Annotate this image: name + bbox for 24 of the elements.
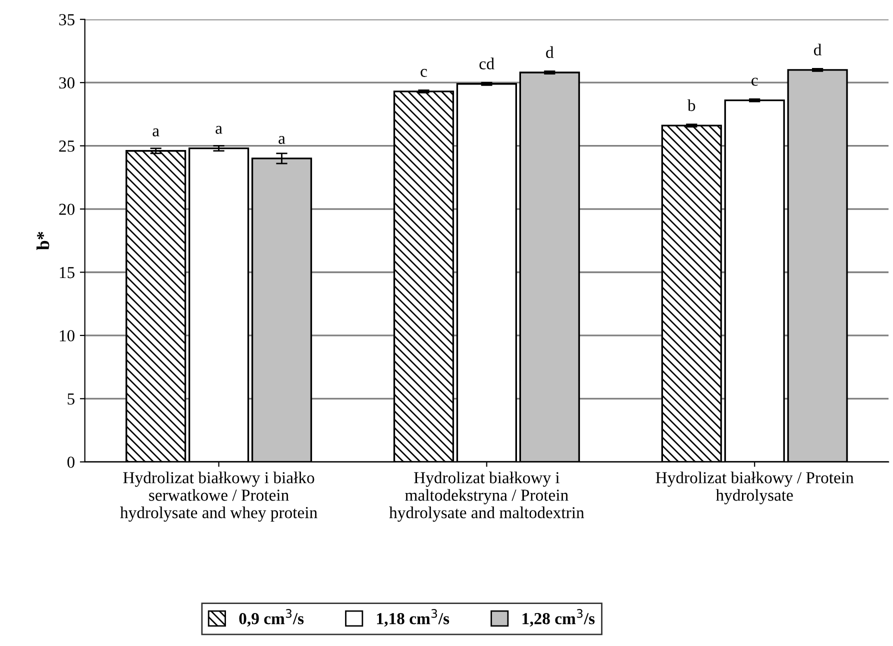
- y-tick-label: 10: [60, 330, 74, 342]
- y-tick-label: 0: [67, 456, 74, 468]
- legend-label: 0,9 cm$^{3}$/s: [239, 609, 304, 627]
- x-tick-label: Hydrolizat białkowy i maltodekstryna / Protein hydrolysate and maltodextrin: [389, 472, 584, 522]
- y-tick-label: 15: [60, 267, 74, 278]
- x-tick-label: Hydrolizat białkowy i białko serwatkowe / Protein hydrolysate and whey protein: [120, 472, 318, 522]
- data-label: d: [814, 44, 822, 56]
- y-tick-label: 35: [59, 14, 74, 26]
- y-axis-title: b*: [36, 232, 50, 250]
- data-label: c: [752, 78, 758, 86]
- data-label: c: [420, 68, 427, 77]
- y-tick-label: 30: [59, 77, 74, 89]
- data-label: d: [546, 46, 554, 58]
- y-tick-label: 20: [59, 204, 74, 215]
- data-label: cd: [479, 58, 494, 70]
- legend-label: 1,18 cm$^{3}$/s: [377, 609, 450, 627]
- data-label: a: [216, 126, 222, 134]
- data-label: b: [687, 99, 696, 112]
- x-tick-label: Hydrolizat białkowy / Protein hydrolysate: [656, 472, 854, 504]
- data-label: a: [152, 128, 160, 136]
- y-tick-label: 25: [59, 140, 74, 152]
- legend-label: 1,28 cm$^{3}$/s: [522, 609, 595, 627]
- y-tick-label: 5: [68, 394, 74, 405]
- data-label: a: [278, 136, 286, 144]
